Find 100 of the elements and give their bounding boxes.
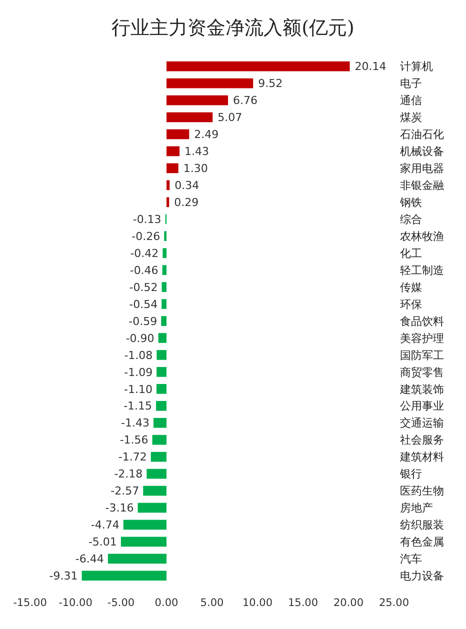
y-tick-label: 机械设备 xyxy=(400,145,444,158)
x-tick-label: -5.00 xyxy=(107,597,135,609)
y-tick-label: 传媒 xyxy=(400,280,422,294)
data-label: -0.26 xyxy=(132,230,160,243)
y-tick-label: 通信 xyxy=(400,94,422,108)
x-tick-label: 10.00 xyxy=(242,597,273,609)
data-label: -3.16 xyxy=(105,502,134,515)
y-tick-label: 商贸零售 xyxy=(400,366,444,379)
bar xyxy=(158,333,166,343)
data-label: -1.56 xyxy=(120,434,148,447)
data-label: -4.74 xyxy=(90,518,120,532)
bar xyxy=(162,299,166,309)
x-tick-label: 25.00 xyxy=(378,597,410,609)
bar xyxy=(108,554,166,564)
x-tick-label: 0.00 xyxy=(154,597,178,609)
bar xyxy=(143,486,166,496)
y-tick-label: 交通运输 xyxy=(400,416,444,430)
y-tick-label: 公用事业 xyxy=(400,400,444,413)
data-label: 0.29 xyxy=(174,196,199,209)
bar xyxy=(82,570,166,581)
data-label: -2.18 xyxy=(114,468,143,481)
data-label: 20.14 xyxy=(354,60,386,74)
data-label: 5.07 xyxy=(218,111,242,124)
y-tick-label: 环保 xyxy=(400,298,422,311)
bar xyxy=(166,112,213,122)
data-label: -0.52 xyxy=(129,280,158,294)
y-tick-label: 化工 xyxy=(400,246,422,260)
y-tick-label: 电力设备 xyxy=(400,570,444,583)
bar xyxy=(161,316,166,326)
bar xyxy=(166,95,228,106)
data-label: -0.13 xyxy=(132,212,162,226)
y-tick-label: 轻工制造 xyxy=(400,264,444,277)
data-label: -1.10 xyxy=(124,382,152,396)
y-tick-label: 计算机 xyxy=(400,60,433,74)
data-label: -1.72 xyxy=(118,450,147,464)
data-label: -0.46 xyxy=(130,264,158,277)
bar xyxy=(123,520,166,530)
data-label: 1.43 xyxy=(184,145,210,158)
bar xyxy=(120,536,166,547)
x-tick-label: 15.00 xyxy=(288,597,318,609)
data-label: -1.15 xyxy=(124,400,152,413)
bar xyxy=(166,146,180,156)
bar xyxy=(156,350,166,360)
y-tick-label: 汽车 xyxy=(400,552,422,566)
y-tick-label: 家用电器 xyxy=(400,162,444,176)
y-tick-label: 房地产 xyxy=(400,502,433,515)
x-tick-label: -10.00 xyxy=(58,597,92,609)
data-label: -1.08 xyxy=(124,348,153,362)
y-tick-label: 电子 xyxy=(400,77,422,90)
data-label: 9.52 xyxy=(258,77,283,90)
bar xyxy=(162,282,166,292)
bar xyxy=(146,468,166,479)
data-label: -0.59 xyxy=(128,314,158,328)
y-tick-label: 国防军工 xyxy=(400,348,444,362)
y-tick-label: 石油石化 xyxy=(400,128,444,142)
data-label: -1.43 xyxy=(121,416,150,430)
data-label: -0.42 xyxy=(130,246,159,260)
y-tick-label: 建筑装饰 xyxy=(399,382,444,396)
bar xyxy=(153,418,166,428)
bar xyxy=(156,367,166,377)
y-tick-label: 农林牧渔 xyxy=(400,230,444,243)
data-label: -9.31 xyxy=(49,570,78,583)
x-tick-label: 20.00 xyxy=(333,597,364,609)
y-tick-label: 食品饮料 xyxy=(400,314,444,328)
bar xyxy=(166,197,170,208)
y-tick-label: 医药生物 xyxy=(400,484,444,498)
y-tick-label: 社会服务 xyxy=(400,434,444,447)
y-tick-label: 有色金属 xyxy=(400,536,444,549)
data-label: 1.30 xyxy=(183,162,208,176)
y-tick-label: 非银金融 xyxy=(400,179,444,192)
data-label: 2.49 xyxy=(194,128,219,142)
data-label: -1.09 xyxy=(124,366,153,379)
data-label: -0.54 xyxy=(129,298,158,311)
y-tick-label: 建筑材料 xyxy=(399,450,444,464)
bar xyxy=(166,163,178,174)
y-tick-label: 钢铁 xyxy=(399,196,422,209)
data-label: -2.57 xyxy=(110,484,140,498)
bar xyxy=(138,502,166,513)
bar xyxy=(166,129,190,140)
data-label: -0.90 xyxy=(126,332,154,345)
bar xyxy=(156,384,166,394)
bar xyxy=(162,248,166,258)
bar xyxy=(166,180,170,190)
chart-title: 行业主力资金净流入额(亿元) xyxy=(112,17,354,39)
y-tick-label: 综合 xyxy=(400,212,422,226)
bar xyxy=(150,452,166,462)
y-tick-label: 美容护理 xyxy=(400,332,444,345)
data-label: 0.34 xyxy=(174,179,200,192)
data-label: 6.76 xyxy=(233,94,258,108)
bar xyxy=(152,434,166,445)
y-tick-label: 煤炭 xyxy=(400,111,422,124)
bar xyxy=(166,78,254,88)
x-tick-label: 5.00 xyxy=(200,597,224,609)
y-tick-label: 银行 xyxy=(399,468,422,481)
data-label: -6.44 xyxy=(75,552,104,566)
bar xyxy=(156,400,166,411)
y-tick-label: 纺织服装 xyxy=(400,518,444,532)
data-label: -5.01 xyxy=(88,536,117,549)
bar xyxy=(162,265,166,275)
x-tick-label: -15.00 xyxy=(13,597,47,609)
